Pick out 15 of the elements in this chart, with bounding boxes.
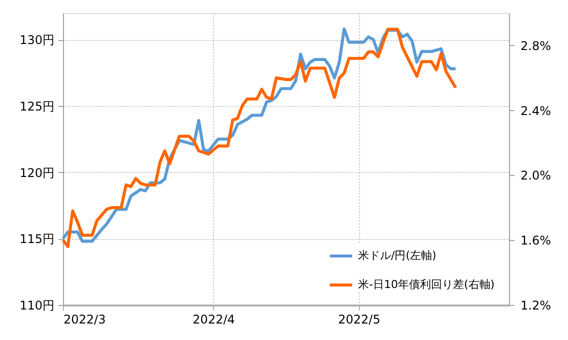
y2-tick-label: 1.2% [520, 298, 551, 312]
x-tick-label: 2022/3 [64, 312, 106, 326]
legend-label: 米ドル/円(左軸) [358, 249, 436, 262]
y2-tick-label: 2.0% [520, 168, 551, 183]
y-tick-label: 130円 [20, 33, 54, 48]
x-tick-label: 2022/5 [338, 312, 380, 326]
y2-tick-label: 2.4% [520, 104, 551, 118]
y-tick-label: 125円 [20, 99, 54, 114]
legend-label: 米-日10年債利回り差(右軸) [358, 278, 495, 291]
y2-tick-label: 2.8% [520, 38, 551, 53]
y-tick-label: 120円 [20, 166, 54, 180]
x-tick-label: 2022/4 [192, 312, 235, 326]
y-tick-label: 115円 [20, 232, 54, 246]
y-tick-label: 110円 [20, 298, 54, 312]
y2-tick-label: 1.6% [520, 234, 551, 248]
